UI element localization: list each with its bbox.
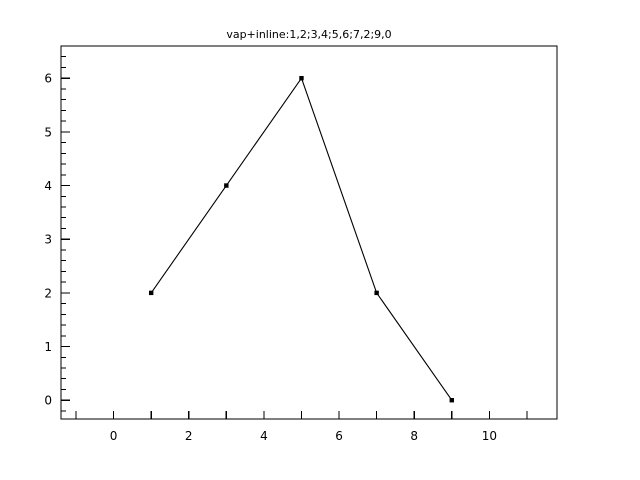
x-axis-tick-labels: 0 2 4 6 8 10 xyxy=(110,429,497,443)
y-tick-label: 3 xyxy=(44,233,52,247)
y-axis-tick-labels: 0 1 2 3 4 5 6 xyxy=(44,72,52,408)
data-point-marker xyxy=(449,398,454,403)
y-tick-label: 1 xyxy=(44,340,52,354)
x-tick-label: 8 xyxy=(410,429,418,443)
y-tick-label: 5 xyxy=(44,125,52,139)
y-tick-label: 2 xyxy=(44,286,52,300)
data-point-marker xyxy=(299,76,304,81)
x-tick-label: 10 xyxy=(482,429,497,443)
y-tick-label: 4 xyxy=(44,179,52,193)
data-point-marker xyxy=(374,290,379,296)
axes-border xyxy=(60,45,558,420)
y-axis-ticks xyxy=(61,45,70,412)
x-tick-label: 2 xyxy=(185,429,193,443)
y-tick-label: 0 xyxy=(44,394,52,408)
x-tick-label: 4 xyxy=(260,429,268,443)
data-point-marker xyxy=(224,183,229,188)
chart-title: vap+inline:1,2;3,4;5,6;7,2;9,0 xyxy=(226,28,391,41)
y-tick-label: 6 xyxy=(44,72,52,86)
x-tick-label: 0 xyxy=(110,429,118,443)
x-axis-ticks xyxy=(75,411,528,419)
data-point-marker xyxy=(148,290,154,296)
plot-frame xyxy=(60,45,558,420)
data-series xyxy=(148,76,454,403)
series-markers xyxy=(148,76,454,403)
x-tick-label: 6 xyxy=(335,429,343,443)
